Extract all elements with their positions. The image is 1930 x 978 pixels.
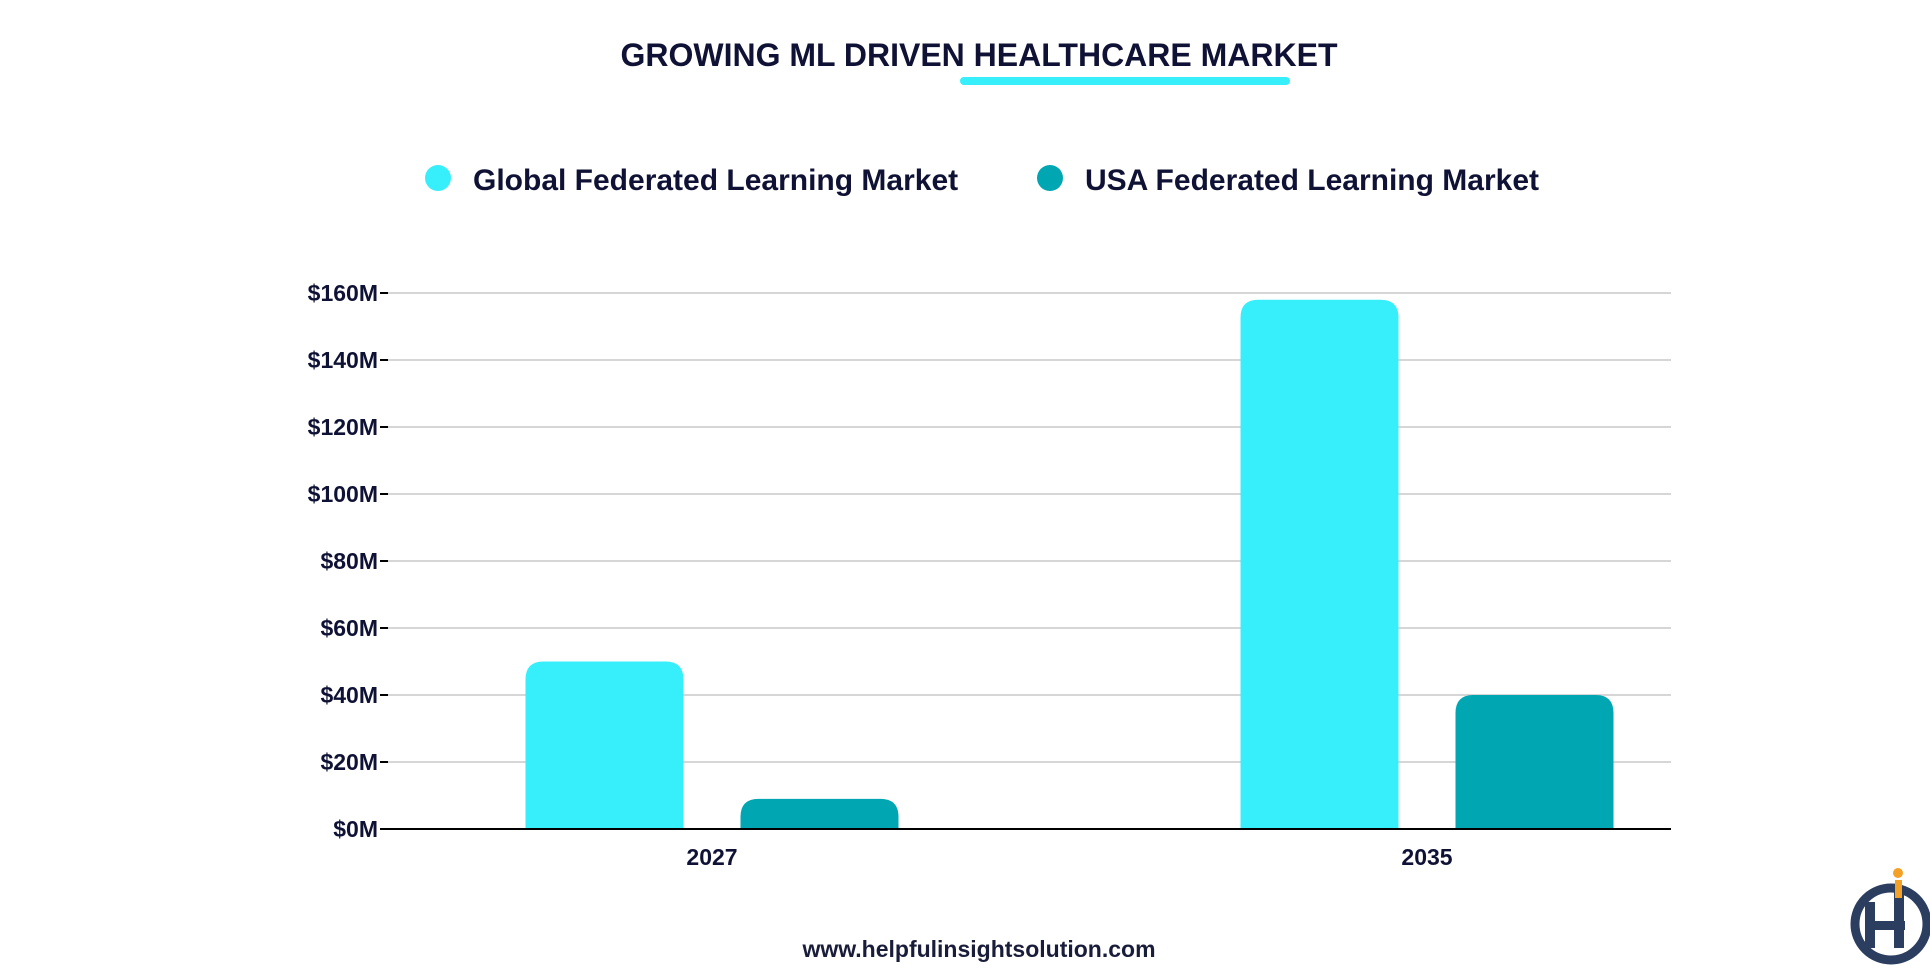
- title-underline: [960, 77, 1290, 85]
- y-tick-label: $80M: [320, 548, 378, 574]
- bar-global-2035: [1240, 299, 1399, 829]
- legend: Global Federated Learning Market USA Fed…: [425, 164, 1539, 197]
- bar-global-2027: [525, 661, 684, 829]
- footer-website[interactable]: www.helpfulinsightsolution.com: [801, 936, 1155, 962]
- chart-title: GROWING ML DRIVEN HEALTHCARE MARKET: [620, 37, 1337, 73]
- y-tick-label: $160M: [308, 280, 378, 306]
- legend-marker-global: [425, 165, 451, 191]
- x-axis-ticks: 2027 2035: [686, 844, 1452, 870]
- x-tick-label: 2035: [1401, 844, 1452, 870]
- y-tick-label: $120M: [308, 414, 378, 440]
- y-tick-label: $40M: [320, 682, 378, 708]
- y-tick-label: $20M: [320, 749, 378, 775]
- y-tick-label: $0M: [333, 816, 378, 842]
- y-axis-ticks: $0M $20M $40M $60M $80M $100M $120M $140M $160M: [308, 280, 388, 842]
- x-tick-label: 2027: [686, 844, 737, 870]
- bar-usa-2027: [740, 798, 899, 829]
- bar-usa-2035: [1455, 695, 1614, 829]
- legend-label-global: Global Federated Learning Market: [473, 164, 958, 197]
- y-tick-label: $60M: [320, 615, 378, 641]
- legend-marker-usa: [1037, 165, 1063, 191]
- helpful-insight-logo: [1850, 868, 1930, 965]
- bars: [525, 299, 1614, 829]
- y-tick-label: $140M: [308, 347, 378, 373]
- legend-label-usa: USA Federated Learning Market: [1085, 164, 1539, 197]
- y-tick-label: $100M: [308, 481, 378, 507]
